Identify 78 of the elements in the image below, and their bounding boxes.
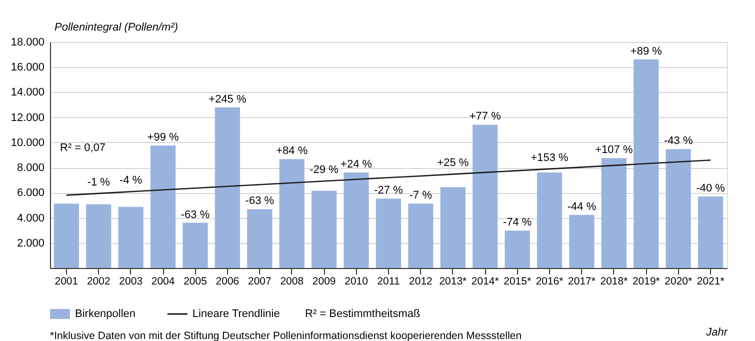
bar (344, 172, 369, 268)
x-tick-label: 2012 (409, 276, 433, 288)
y-tick-label: 6.000 (16, 187, 44, 200)
x-tick-label: 2010 (344, 276, 368, 288)
x-tick-label: 2002 (86, 276, 110, 288)
y-tick-label: 4.000 (16, 212, 44, 224)
bar (472, 124, 498, 268)
y-tick-label: 8.000 (16, 162, 44, 174)
text: *Inklusive Daten von mit der Stiftung Deutscher Polleninformationsdienst kooperierenden Messstellen (50, 330, 522, 341)
bar (86, 204, 112, 268)
bar (601, 158, 627, 268)
bar (440, 187, 466, 268)
bar (504, 230, 530, 268)
x-tick-label: 2006 (216, 276, 240, 288)
bar (634, 59, 659, 268)
annotation: R² = 0,07 (60, 142, 106, 154)
y-axis-title: Pollenintegral (Pollen/m²) (54, 22, 178, 34)
annotation: -4 % (120, 174, 142, 187)
annotation: +153 % (530, 152, 569, 164)
annotation: +77 % (469, 110, 502, 123)
x-tick-label: 2013* (439, 276, 467, 288)
x-tick-label: 2005 (184, 276, 208, 288)
annotation: -40 % (696, 182, 726, 195)
annotation: -27 % (374, 184, 404, 197)
bar (698, 196, 724, 268)
bar (214, 107, 240, 268)
bar (569, 214, 594, 268)
text: R² = Bestimmtheitsmaß (305, 308, 420, 320)
x-tick-label: 2016* (536, 276, 564, 288)
legend-label: Birkenpollen (75, 308, 136, 320)
bar (536, 172, 562, 268)
annotation: -74 % (502, 216, 532, 229)
y-tick-label: 10.000 (10, 136, 44, 149)
annotation: -1 % (87, 176, 110, 188)
x-tick-label: 2017* (568, 276, 596, 288)
x-tick-label: 2001 (54, 276, 78, 288)
annotation: -7 % (409, 190, 432, 202)
legend-label: Lineare Trendlinie (192, 308, 280, 320)
x-tick-label: 2019* (632, 276, 660, 288)
annotation: +24 % (340, 158, 372, 170)
y-tick-label: 14.000 (10, 86, 44, 99)
annotation: -63 % (245, 195, 274, 208)
annotation: +107 % (595, 144, 633, 156)
bar (118, 206, 144, 268)
annotation: -44 % (567, 200, 596, 213)
bar (312, 190, 337, 268)
annotation: +84 % (276, 145, 308, 158)
annotation: +25 % (437, 157, 469, 170)
annotation: -43 % (664, 135, 693, 148)
y-tick-label: 2.000 (16, 237, 44, 250)
x-tick-label: 2008 (280, 276, 304, 288)
x-tick-label: 2014* (471, 276, 499, 288)
y-tick-label: 16.000 (10, 62, 44, 74)
bar (54, 204, 79, 268)
bar (247, 209, 272, 268)
bar (666, 149, 691, 268)
x-axis-title: Jahr (705, 326, 729, 338)
bar (182, 222, 208, 268)
bar (150, 145, 176, 268)
bar (376, 198, 402, 268)
x-tick-label: 2020* (664, 276, 692, 288)
x-tick-label: 2007 (248, 276, 272, 288)
y-tick-label: 18.000 (10, 36, 44, 48)
x-tick-label: 2015* (504, 276, 532, 288)
bar (279, 159, 304, 268)
annotation: +99 % (147, 131, 180, 144)
x-tick-label: 2009 (312, 276, 336, 288)
x-tick-label: 2004 (151, 276, 175, 288)
annotation: -63 % (180, 208, 210, 221)
x-tick-label: 2011 (377, 276, 400, 288)
bar (408, 204, 434, 268)
annotation: +245 % (208, 93, 246, 106)
x-tick-label: 2018* (600, 276, 628, 288)
x-tick-label: 2021* (696, 276, 724, 288)
annotation: -29 % (310, 164, 339, 176)
x-tick-label: 2003 (119, 276, 143, 288)
y-tick-label: 12.000 (10, 112, 44, 124)
annotation: +89 % (630, 45, 662, 58)
